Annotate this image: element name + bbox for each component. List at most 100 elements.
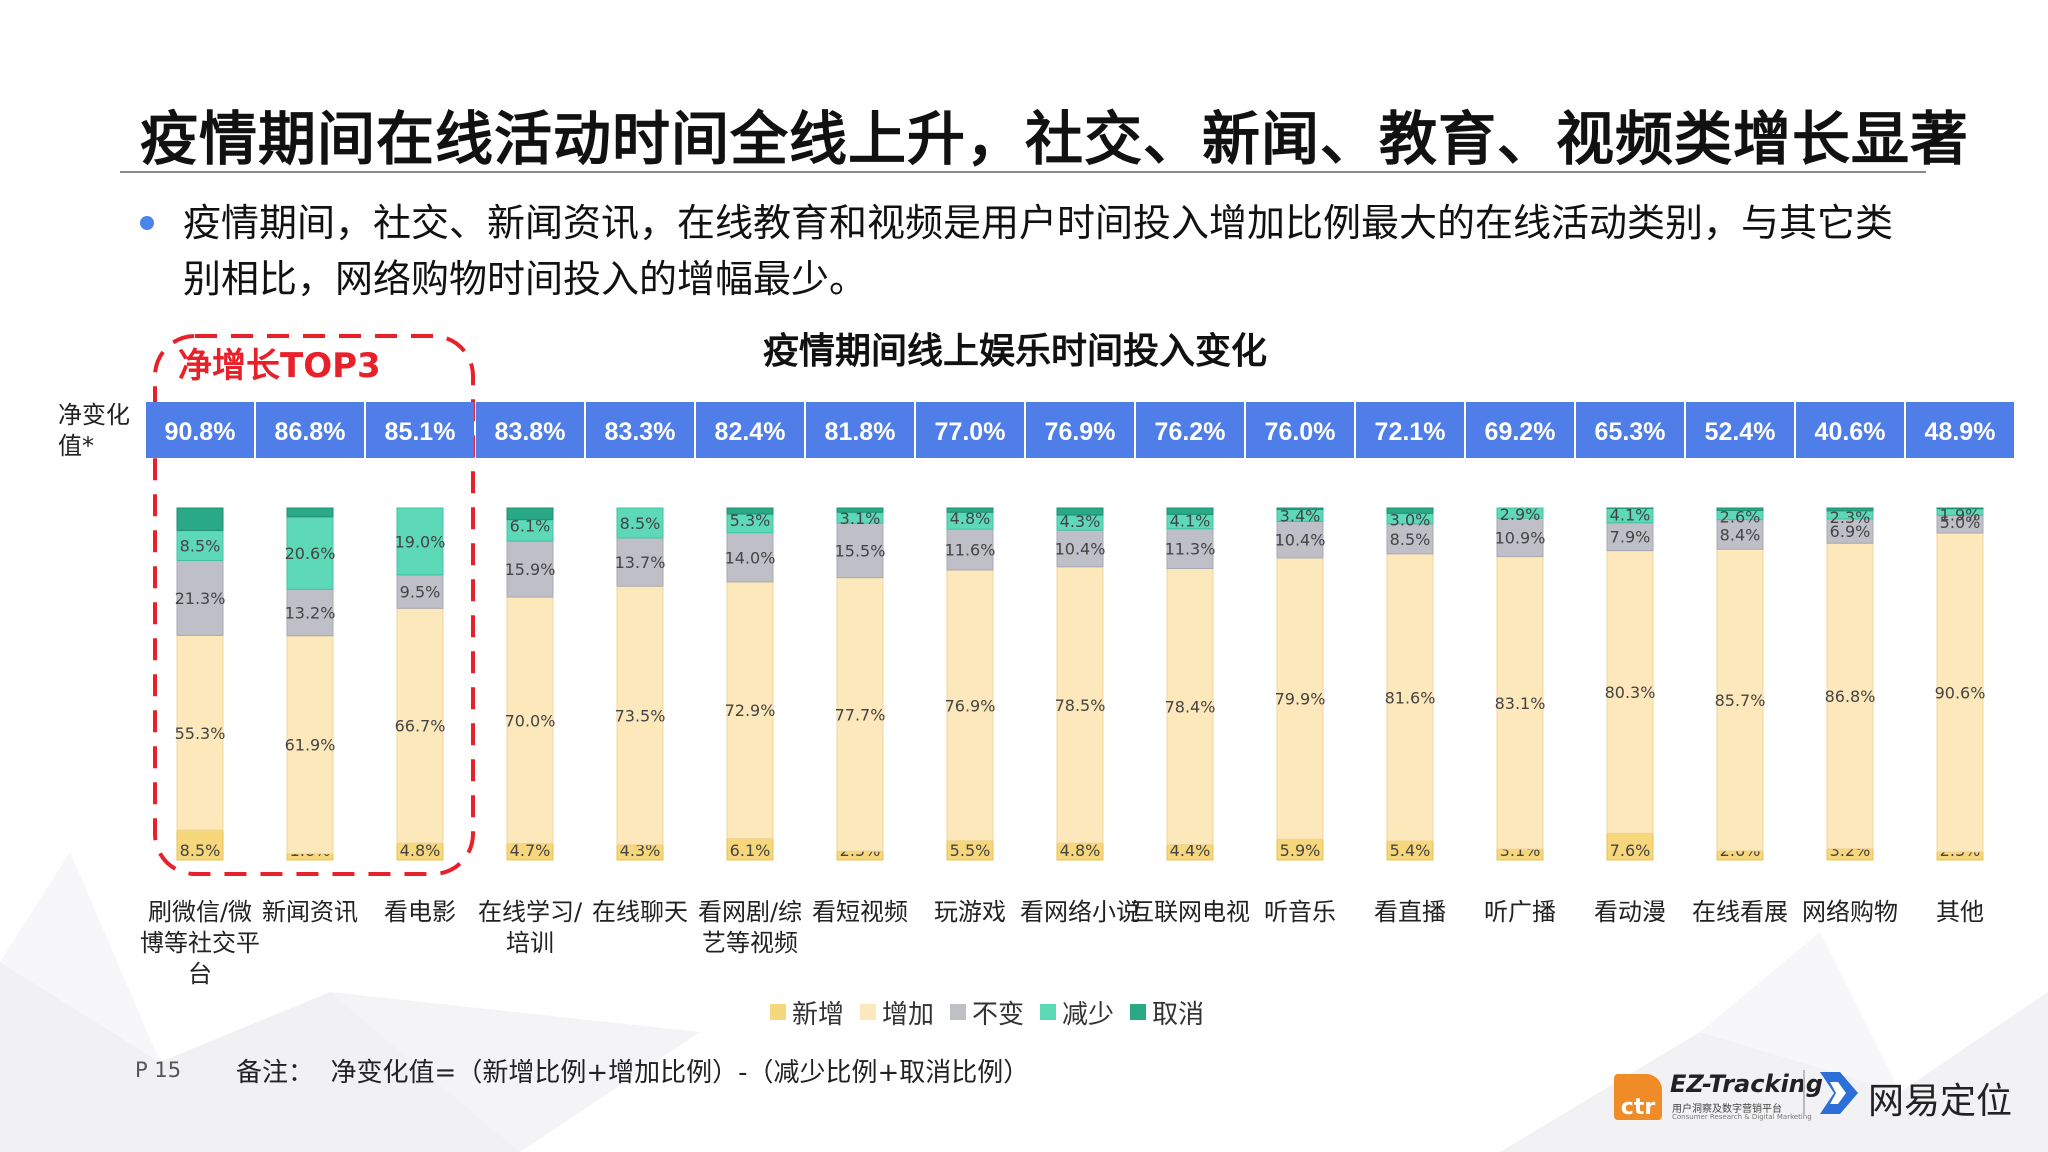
bullet-dot <box>140 216 154 230</box>
ez-tracking-subtitle: 用户洞察及数字营销平台 <box>1672 1104 1782 1115</box>
data-label: 5.4% <box>1390 841 1431 860</box>
bar-segment <box>176 559 224 636</box>
data-label: 2.6% <box>1720 507 1761 526</box>
legend-label: 减少 <box>1062 999 1115 1030</box>
data-label: 4.4% <box>1170 841 1211 860</box>
bar-segment <box>726 581 774 840</box>
category-label: 其他 <box>1936 898 1984 926</box>
bar-segment <box>616 585 664 846</box>
data-label: 4.8% <box>1060 841 1101 860</box>
bar-segment <box>1496 507 1544 519</box>
data-label: 66.7% <box>395 717 446 736</box>
legend-label: 不变 <box>972 999 1025 1030</box>
data-label: 3.0% <box>1390 510 1431 529</box>
net-change-value: 72.1% <box>1375 418 1446 446</box>
bar-segment <box>396 507 444 576</box>
bar-segment <box>176 530 224 561</box>
data-label: 10.9% <box>1495 528 1546 547</box>
bar-segment <box>396 574 444 609</box>
bar-segment <box>176 829 224 861</box>
category-label: 玩游戏 <box>934 898 1006 926</box>
data-label: 76.9% <box>945 696 996 715</box>
net-change-value: 76.9% <box>1045 418 1116 446</box>
legend-swatch <box>770 1004 786 1020</box>
bar-segment <box>286 635 334 855</box>
bar-segment <box>1826 542 1874 850</box>
bar-segment <box>1056 507 1104 516</box>
net-change-value: 82.4% <box>715 418 786 446</box>
background-decoration <box>0 852 2048 1152</box>
data-label: 6.1% <box>730 841 771 860</box>
legend-item: 减少 <box>1040 994 1114 1031</box>
net-change-value: 76.2% <box>1155 418 1226 446</box>
data-label: 81.6% <box>1385 688 1436 707</box>
bar-segment <box>1166 528 1214 570</box>
net-change-value: 85.1% <box>385 418 456 446</box>
data-label: 70.0% <box>505 711 556 730</box>
data-label: 7.9% <box>1610 528 1651 547</box>
bar-segment <box>1276 557 1324 840</box>
bar-segment <box>1606 550 1654 834</box>
net-change-box <box>1246 402 1354 458</box>
netease-logo-text: 网易定位 <box>1868 1081 2013 1122</box>
net-change-value: 65.3% <box>1595 418 1666 446</box>
category-label: 在线聊天 <box>592 898 688 926</box>
data-label: 4.3% <box>1060 512 1101 531</box>
category-label: 听广播 <box>1484 898 1556 926</box>
net-change-box <box>1576 402 1684 458</box>
data-label: 8.5% <box>180 841 221 860</box>
data-label: 9.5% <box>400 583 441 602</box>
bar-segment <box>1386 523 1434 555</box>
bar-segment <box>836 522 884 579</box>
bar-segment <box>1716 507 1764 511</box>
legend-swatch <box>1130 1004 1147 1020</box>
data-label: 80.3% <box>1605 683 1656 702</box>
data-label: 20.6% <box>285 544 336 563</box>
bullet-text: 疫情期间，社交、新闻资讯，在线教育和视频是用户时间投入增加比例最大的在线活动类别… <box>183 201 1894 301</box>
data-label: 15.5% <box>835 541 886 560</box>
footer-note: 备注： 净变化值=（新增比例+增加比例）-（减少比例+取消比例） <box>236 1058 1030 1088</box>
category-label: 博等社交平 <box>140 929 260 957</box>
data-label: 73.5% <box>615 707 666 726</box>
data-label: 8.4% <box>1720 525 1761 544</box>
bar-segment <box>1386 507 1434 514</box>
data-label: 61.9% <box>285 736 336 755</box>
chart-title: 疫情期间线上娱乐时间投入变化 <box>762 331 1267 372</box>
data-label: 5.9% <box>1280 841 1321 860</box>
category-label: 看网剧/综 <box>698 898 802 926</box>
legend-label: 新增 <box>792 999 845 1030</box>
data-label: 79.9% <box>1275 690 1326 709</box>
data-label: 4.7% <box>510 841 551 860</box>
data-label: 6.9% <box>1830 522 1871 541</box>
netease-arrow-icon <box>1820 1072 1858 1114</box>
ez-tracking-logo: EZ-Tracking <box>1670 1070 1823 1098</box>
data-label: 8.5% <box>1390 530 1431 549</box>
net-change-box <box>256 402 364 458</box>
net-change-box <box>696 402 804 458</box>
category-label: 看直播 <box>1374 898 1446 926</box>
net-change-box <box>1136 402 1244 458</box>
category-label: 在线看展 <box>1692 898 1788 926</box>
category-label: 台 <box>188 960 212 988</box>
bar-segment <box>616 507 664 539</box>
bar-segment <box>176 634 224 831</box>
data-label: 4.8% <box>950 509 991 528</box>
data-label: 8.5% <box>180 536 221 555</box>
net-change-box <box>146 402 254 458</box>
logo-divider <box>1803 1070 1805 1116</box>
data-label: 14.0% <box>725 548 776 567</box>
net-change-box <box>1906 402 2014 458</box>
data-label: 8.5% <box>620 514 661 533</box>
bar-segment <box>726 507 774 515</box>
bar-segment <box>506 507 554 521</box>
category-label: 艺等视频 <box>702 929 798 957</box>
bar-segment <box>1056 529 1104 568</box>
bar-segment <box>946 507 994 513</box>
category-label: 看短视频 <box>812 898 908 926</box>
legend-item: 取消 <box>1130 994 1204 1031</box>
net-change-box <box>1466 402 1574 458</box>
bar-segment <box>726 532 774 583</box>
net-change-box <box>1026 402 1134 458</box>
bar-segment <box>286 516 334 590</box>
